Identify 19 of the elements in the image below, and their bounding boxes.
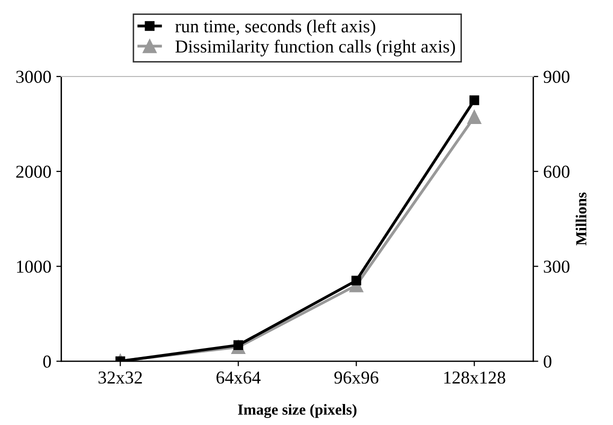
legend-label: Dissimilarity function calls (right axis) [175,40,455,56]
x-tick-label: 64x64 [216,372,261,384]
point [469,95,480,106]
x-tick-label: 32x32 [98,372,142,384]
y2-tick-label: 600 [544,166,570,178]
x-tick-label: 96x96 [334,372,378,384]
y2-axis-title: Millions [576,192,586,246]
point [351,276,362,286]
x-axis-title: Image size (pixels) [238,404,356,418]
x-tick-label: 128x128 [444,371,506,384]
y-tick-label: 2000 [16,166,51,178]
y2-tick-label: 300 [544,260,570,273]
y2-tick-label: 0 [544,356,552,368]
legend-label: run time, seconds (left axis) [175,20,376,36]
y-tick-label: 1000 [17,260,51,273]
y-tick-label: 0 [43,356,51,368]
point [467,110,482,124]
y-tick-label: 3000 [16,70,51,83]
y2-tick-label: 900 [544,70,570,83]
